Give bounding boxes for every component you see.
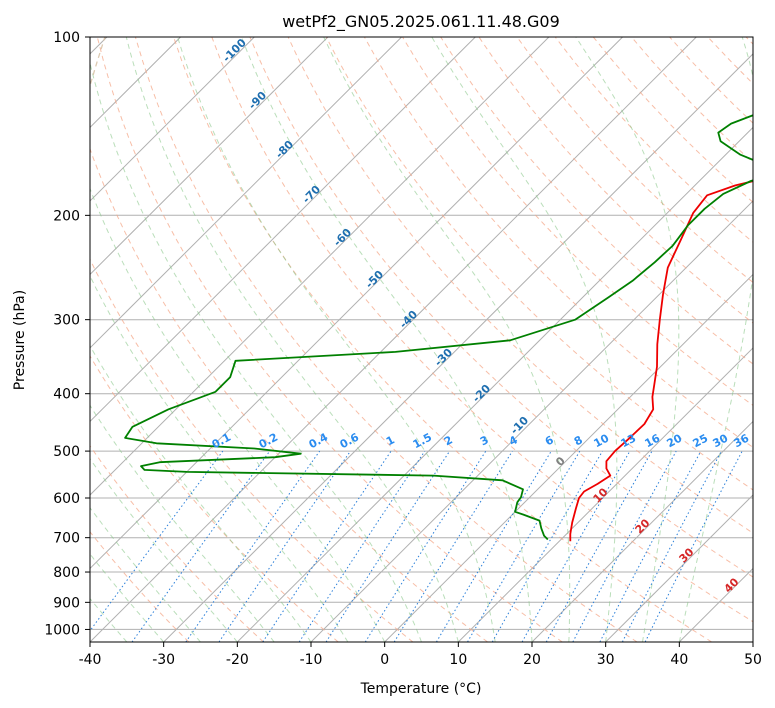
isotherm-line — [90, 37, 329, 276]
x-tick-label: 20 — [523, 652, 541, 668]
y-axis-title: Pressure (hPa) — [12, 290, 28, 390]
mixing-ratio-line — [572, 450, 677, 642]
moist-adiabat — [125, 37, 459, 642]
moist-adiabat — [90, 457, 238, 642]
plot-frame — [89, 36, 754, 643]
mixing-ratio-label: 20 — [665, 431, 685, 450]
isotherm-line — [90, 37, 623, 570]
dry-adiabat — [96, 37, 563, 642]
y-tick-label: 800 — [53, 565, 80, 581]
x-tick-label: 30 — [597, 652, 615, 668]
y-tick-label: 200 — [53, 208, 80, 224]
isotherm-line — [605, 494, 753, 642]
mixing-ratio-line — [262, 450, 392, 642]
mixing-ratio-label: 10 — [592, 431, 612, 450]
moist-adiabat — [177, 37, 496, 642]
moist-adiabat — [241, 37, 533, 642]
dry-adiabat — [90, 530, 190, 642]
mixing-ratio-line — [185, 450, 321, 642]
mixing-ratio-line — [90, 450, 224, 632]
y-tick-label: 100 — [53, 30, 80, 46]
isotherm-line — [90, 37, 550, 496]
y-tick-label: 300 — [53, 313, 80, 329]
mixing-ratio-label: 36 — [732, 431, 752, 450]
x-axis-title: Temperature (°C) — [360, 681, 482, 697]
dry-adiabat — [211, 37, 753, 623]
sounding-series — [124, 114, 753, 542]
moist-adiabat — [90, 344, 312, 642]
isotherm-line — [531, 420, 753, 642]
mixing-ratio-line — [325, 450, 451, 642]
mixing-ratio-line — [218, 450, 351, 642]
x-tick-label: 0 — [380, 652, 389, 668]
y-tick-label: 400 — [53, 387, 80, 403]
dry-adiabat — [90, 355, 339, 642]
dry-adiabat — [90, 445, 264, 642]
y-tick-label: 500 — [53, 444, 80, 460]
mixing-ratio-line — [644, 450, 743, 642]
x-tick-label: 50 — [744, 652, 762, 668]
isotherm-line — [163, 53, 753, 642]
y-tick-label: 600 — [53, 491, 80, 507]
mixing-ratio-line — [545, 450, 653, 642]
dry-adiabat — [516, 37, 753, 284]
mixing-ratio-line — [364, 450, 487, 642]
moist-adiabat — [90, 274, 349, 642]
x-tick-label: -30 — [152, 652, 175, 668]
moist-adiabat — [431, 37, 618, 642]
x-tick-label: 10 — [449, 652, 467, 668]
dry-adiabat — [173, 37, 712, 642]
mixing-ratio-label: 30 — [711, 431, 731, 450]
dry-adiabat — [134, 37, 638, 642]
isotherm-line — [90, 37, 476, 423]
x-tick-label: 40 — [670, 652, 688, 668]
dry-adiabat — [249, 37, 753, 578]
isotherm-line — [236, 126, 753, 642]
mixing-ratio-line — [131, 450, 271, 642]
isotherm-line — [90, 37, 255, 202]
y-tick-label: 900 — [53, 595, 80, 611]
dry-adiabat — [90, 147, 488, 642]
isotherm-line — [90, 37, 402, 349]
isotherm-line — [384, 273, 753, 642]
dry-adiabat — [90, 258, 414, 642]
isotherm-line — [457, 347, 753, 642]
x-tick-label: -40 — [79, 652, 102, 668]
moist-adiabat — [90, 187, 386, 642]
x-tick-label: -20 — [226, 652, 249, 668]
dry-adiabat — [402, 37, 753, 406]
chart-title: wetPf2_GN05.2025.061.11.48.G09 — [282, 12, 560, 32]
moist-adiabat — [90, 597, 128, 642]
moist-adiabat — [90, 61, 422, 642]
y-tick-label: 1000 — [44, 622, 80, 638]
dry-adiabat — [440, 37, 753, 365]
moist-adiabat — [90, 506, 201, 642]
temperature-line — [569, 180, 753, 542]
dry-adiabat — [287, 37, 753, 534]
axes: -40 -30 -20 -10 0 10 20 30 40 50 100 200 300 400 500 60… — [44, 30, 762, 668]
mixing-ratio-line — [521, 450, 631, 642]
mixing-ratio-label: 25 — [691, 432, 711, 451]
y-tick-label: 700 — [53, 531, 80, 547]
moist-adiabat — [323, 37, 571, 642]
background-grid — [90, 37, 753, 642]
moist-adiabat — [575, 37, 680, 642]
moist-adiabat — [90, 404, 275, 642]
mixing-ratio-label: 13 — [619, 432, 639, 451]
moist-adiabat — [90, 553, 165, 642]
x-tick-label: -10 — [300, 652, 323, 668]
mixing-ratio-line — [298, 450, 426, 642]
mixing-ratio-line — [393, 450, 513, 642]
dewpoint-line — [124, 114, 753, 541]
mixing-ratio-label: 16 — [643, 431, 663, 450]
